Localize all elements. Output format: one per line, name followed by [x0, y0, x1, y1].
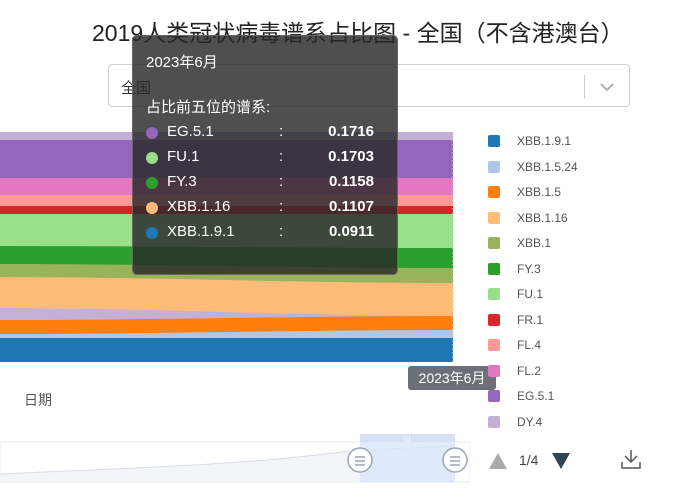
- svg-text:|||: |||: [403, 435, 410, 443]
- legend-item-xbb-1-5-24[interactable]: XBB.1.5.24: [488, 158, 578, 176]
- legend-item-xbb-1-16[interactable]: XBB.1.16: [488, 209, 568, 227]
- tooltip-dot: [146, 227, 158, 239]
- area-band-xbb-1-9-1: [0, 338, 453, 362]
- legend-item-xbb-1-9-1[interactable]: XBB.1.9.1: [488, 132, 571, 150]
- data-zoom-slider[interactable]: |||: [0, 432, 471, 494]
- legend-swatch: [488, 288, 500, 300]
- legend-swatch: [488, 262, 500, 275]
- tooltip-header: 2023年6月: [146, 54, 218, 71]
- handle-icon[interactable]: [442, 447, 468, 473]
- legend-swatch: [488, 211, 500, 224]
- triangle-up-icon[interactable]: [488, 452, 508, 470]
- legend-swatch: [488, 313, 500, 326]
- download-icon[interactable]: [620, 448, 642, 470]
- legend-swatch: [488, 186, 500, 198]
- tooltip-dot: [146, 177, 158, 189]
- area-band-xbb-1-16: [0, 275, 453, 316]
- legend-item-fr-1[interactable]: FR.1: [488, 311, 543, 329]
- legend-page-indicator: 1/4: [519, 452, 539, 468]
- legend-swatch: [488, 160, 500, 173]
- tooltip-row: EG.5.1 : 0.1716: [146, 122, 386, 144]
- legend-swatch: [488, 135, 500, 147]
- tooltip-dot: [146, 202, 158, 214]
- legend-item-xbb-1-5[interactable]: XBB.1.5: [488, 183, 561, 201]
- data-zoom-track: |||: [0, 434, 471, 483]
- axis-pointer-label: 2023年6月: [408, 366, 496, 390]
- tooltip-subtitle: 占比前五位的谱系:: [146, 99, 271, 116]
- tooltip-dot: [146, 152, 158, 164]
- legend-item-xbb-1[interactable]: XBB.1: [488, 234, 551, 252]
- area-band-xbb-1-5: [0, 316, 453, 334]
- tooltip-dot: [146, 127, 158, 139]
- chevron-down-icon[interactable]: [597, 77, 617, 97]
- legend-swatch: [488, 339, 500, 351]
- data-zoom-move-handle: [360, 434, 455, 442]
- tooltip-row: FY.3 : 0.1158: [146, 172, 386, 194]
- legend-item-fl-4[interactable]: FL.4: [488, 336, 541, 354]
- tooltip-row: XBB.1.16 : 0.1107: [146, 197, 386, 219]
- tooltip-row: XBB.1.9.1 : 0.0911: [146, 222, 386, 244]
- legend-item-fu-1[interactable]: FU.1: [488, 285, 543, 303]
- tooltip-row: FU.1 : 0.1703: [146, 147, 386, 169]
- legend-item-fy-3[interactable]: FY.3: [488, 260, 541, 278]
- legend-item-fl-2[interactable]: FL.2: [488, 362, 541, 380]
- x-axis-label: 日期: [24, 392, 52, 408]
- data-zoom-selection: [360, 442, 455, 482]
- legend-swatch: [488, 364, 500, 377]
- legend-swatch: [488, 415, 500, 428]
- handle-icon[interactable]: [347, 447, 373, 473]
- legend-item-dy-4[interactable]: DY.4: [488, 413, 542, 431]
- legend-pager: 1/4: [488, 448, 578, 472]
- legend-swatch: [488, 390, 500, 402]
- triangle-down-icon[interactable]: [551, 452, 571, 470]
- select-separator: [584, 75, 585, 99]
- chart-tooltip: 2023年6月 占比前五位的谱系: EG.5.1 : 0.1716 FU.1 :…: [132, 35, 398, 275]
- legend-item-eg-5-1[interactable]: EG.5.1: [488, 387, 554, 405]
- legend-swatch: [488, 237, 500, 249]
